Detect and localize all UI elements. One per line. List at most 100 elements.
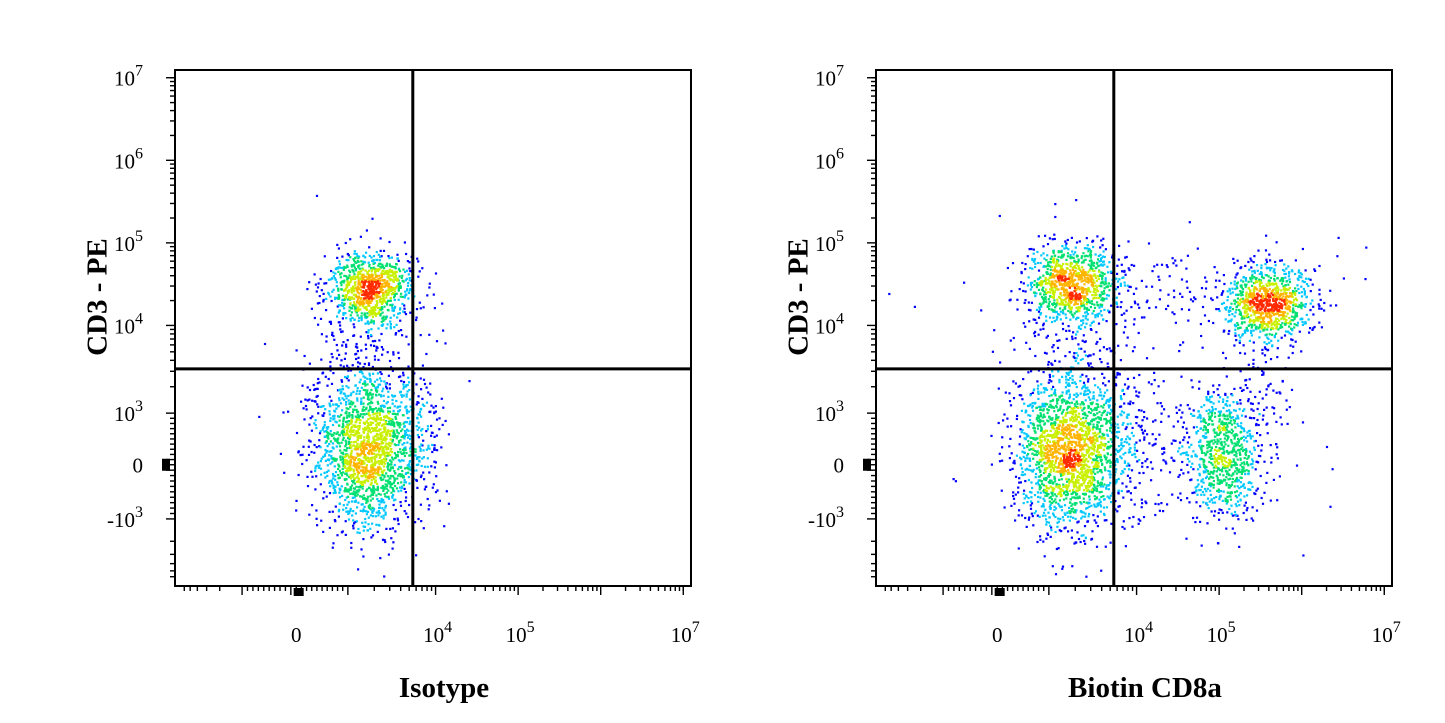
event-dot — [401, 395, 404, 398]
event-dot — [331, 415, 335, 418]
event-dot — [386, 462, 389, 465]
event-dot — [369, 344, 373, 347]
event-dot — [1081, 357, 1084, 361]
event-dot — [1075, 318, 1078, 321]
event-dot — [403, 421, 406, 424]
event-dot — [1138, 373, 1141, 377]
event-dot — [406, 260, 409, 263]
event-dot — [354, 445, 357, 449]
event-dot — [1134, 415, 1137, 419]
event-dot — [374, 442, 377, 445]
event-dot — [1074, 337, 1077, 340]
event-dot — [354, 260, 357, 263]
event-dot — [1239, 386, 1242, 389]
event-dot — [1244, 473, 1247, 476]
event-dot — [402, 371, 405, 374]
event-dot — [370, 393, 373, 396]
event-dot — [1056, 346, 1060, 349]
event-dot — [1121, 469, 1124, 473]
event-dot — [351, 514, 354, 517]
event-dot — [1033, 388, 1036, 391]
event-dot — [1072, 331, 1075, 334]
event-dot — [1109, 481, 1112, 484]
event-dot — [370, 536, 373, 539]
event-dot — [1067, 373, 1070, 376]
event-dot — [1115, 323, 1118, 326]
event-dot — [317, 377, 320, 381]
event-dot — [371, 315, 374, 318]
event-dot — [1128, 448, 1131, 451]
event-dot — [390, 256, 393, 259]
event-dot — [373, 297, 376, 300]
event-dot — [394, 332, 398, 335]
event-dot — [355, 252, 358, 256]
event-dot — [349, 369, 353, 372]
event-dot — [1090, 366, 1093, 369]
event-dot — [1280, 336, 1283, 339]
event-dot — [1265, 481, 1268, 484]
event-dot — [1154, 438, 1157, 441]
event-dot — [1057, 547, 1060, 550]
event-dot — [360, 279, 363, 282]
event-dot — [337, 293, 340, 297]
event-dot — [398, 282, 402, 285]
y-tick-label: 107 — [114, 63, 143, 91]
event-dot — [377, 468, 380, 471]
event-dot — [377, 327, 380, 330]
event-dot — [353, 252, 356, 255]
event-dot — [395, 454, 398, 457]
event-dot — [361, 372, 364, 375]
event-dot — [384, 426, 387, 429]
event-dot — [1123, 527, 1126, 530]
event-dot — [369, 483, 372, 486]
event-dot — [372, 462, 375, 465]
event-dot — [433, 447, 436, 450]
event-dot — [364, 312, 367, 315]
event-dot — [362, 450, 365, 453]
event-dot — [368, 263, 371, 267]
event-dot — [1127, 267, 1130, 270]
event-dot — [349, 458, 352, 461]
event-dot — [1250, 334, 1253, 337]
event-dot — [350, 400, 353, 403]
event-dot — [1106, 362, 1109, 365]
event-dot — [1051, 565, 1054, 568]
event-dot — [1086, 389, 1090, 392]
event-dot — [359, 469, 362, 472]
event-dot — [361, 503, 364, 506]
event-dot — [349, 302, 352, 305]
event-dot — [397, 432, 400, 435]
event-dot — [358, 471, 361, 474]
event-dot — [1123, 312, 1126, 315]
event-dot — [1013, 459, 1016, 462]
event-dot — [1217, 308, 1220, 311]
event-dot — [388, 441, 391, 444]
event-dot — [1091, 312, 1094, 315]
event-dot — [1206, 522, 1209, 525]
event-dot — [392, 494, 395, 497]
event-dot — [1203, 487, 1207, 491]
event-dot — [1303, 280, 1306, 284]
event-dot — [1013, 348, 1016, 351]
event-dot — [404, 313, 408, 316]
event-dot — [1233, 315, 1236, 318]
event-dot — [362, 375, 365, 378]
event-dot — [367, 395, 370, 399]
event-dot — [1201, 346, 1204, 349]
event-dot — [376, 282, 379, 285]
event-dot — [1099, 264, 1102, 267]
event-dot — [1010, 452, 1013, 455]
event-dot — [1255, 509, 1259, 512]
event-dot — [1125, 255, 1128, 259]
event-dot — [1022, 421, 1025, 424]
event-dot — [1261, 369, 1264, 372]
event-dot — [397, 259, 400, 262]
event-dot — [310, 429, 313, 432]
event-dot — [341, 494, 344, 497]
event-dot — [405, 512, 408, 515]
event-dot — [1320, 326, 1323, 329]
event-dot — [1122, 471, 1125, 474]
event-dot — [1066, 515, 1070, 518]
event-dot — [1180, 416, 1183, 419]
event-dot — [367, 460, 370, 463]
